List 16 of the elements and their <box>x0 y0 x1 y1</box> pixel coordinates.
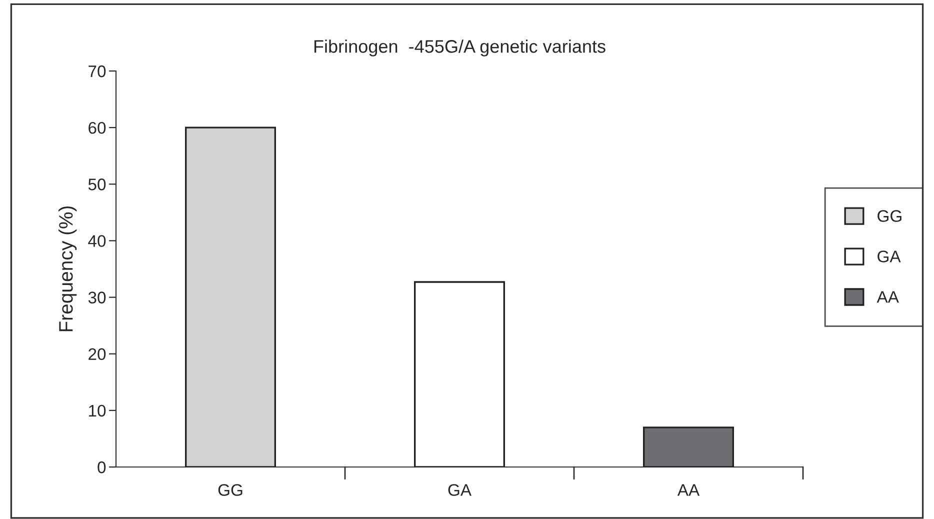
y-tick-label: 50 <box>88 178 106 190</box>
y-tick-label: 40 <box>88 235 106 247</box>
y-tick-label: 70 <box>88 65 106 78</box>
y-tick-label: 60 <box>88 122 106 134</box>
x-tick-label: GG <box>218 484 242 496</box>
chart-title: Fibrinogen -455G/A genetic variants <box>314 40 606 56</box>
legend-label: GG <box>878 210 902 222</box>
legend-label: AA <box>876 291 899 303</box>
x-tick-label: GA <box>448 484 472 496</box>
y-tick-label: 30 <box>88 292 106 304</box>
x-tick-label: AA <box>677 484 700 496</box>
y-tick-label: 10 <box>89 404 106 417</box>
y-tick-label: 0 <box>98 461 106 474</box>
legend-label: GA <box>878 250 901 262</box>
y-axis-title: Frequency (%) <box>58 206 77 332</box>
y-tick-label: 20 <box>88 348 106 360</box>
